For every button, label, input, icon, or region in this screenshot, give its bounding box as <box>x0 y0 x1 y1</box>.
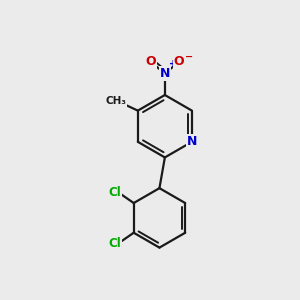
Text: N: N <box>187 135 197 148</box>
Text: Cl: Cl <box>109 237 122 250</box>
Text: N: N <box>160 67 170 80</box>
Text: Cl: Cl <box>109 186 122 199</box>
Text: O: O <box>174 55 184 68</box>
Text: CH₃: CH₃ <box>106 96 127 106</box>
Text: +: + <box>169 59 177 69</box>
Text: O: O <box>146 55 156 68</box>
Text: −: − <box>185 51 194 62</box>
